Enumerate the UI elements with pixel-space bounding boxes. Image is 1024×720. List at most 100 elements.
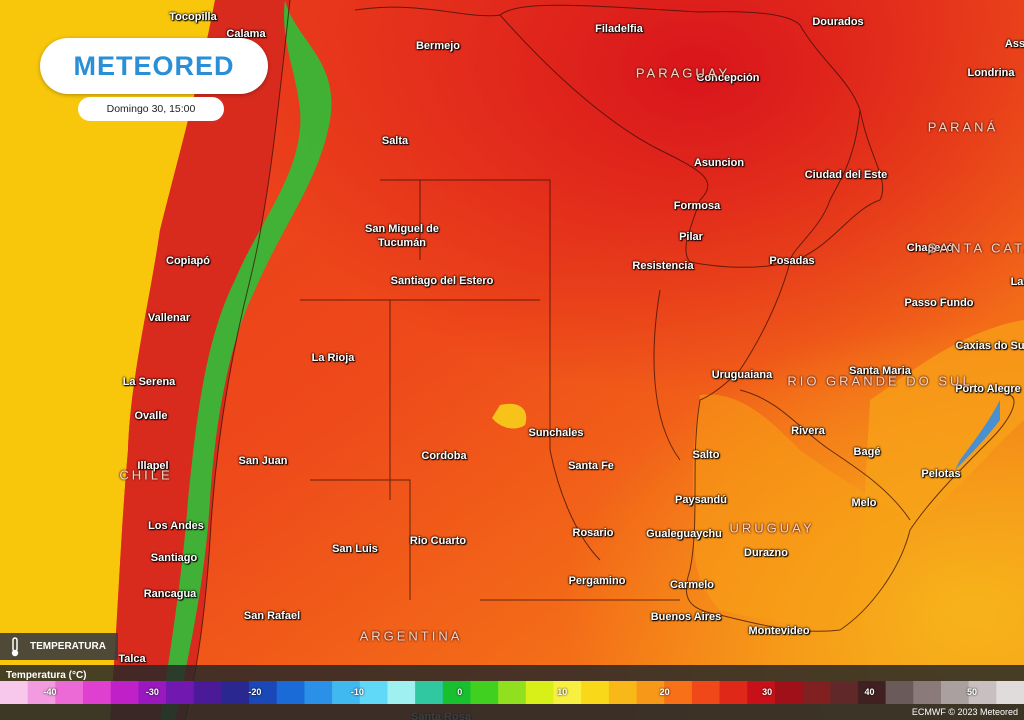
city-label: Santa Fe [568, 460, 614, 472]
scale-tick-label: -30 [145, 687, 159, 697]
city-label: Formosa [673, 200, 721, 212]
city-label: Tocopilla [169, 11, 217, 23]
city-label: San Juan [238, 455, 288, 467]
city-label: Pilar [679, 231, 703, 243]
city-label: La Serena [122, 376, 176, 388]
color-swatch [802, 681, 831, 704]
city-label: Concepción [696, 72, 760, 84]
scale-tick-label: 50 [966, 687, 978, 697]
color-swatch [387, 681, 416, 704]
scale-tick-label: 40 [864, 687, 875, 697]
color-swatch [830, 681, 859, 704]
color-swatch [166, 681, 195, 704]
city-label: Durazno [744, 547, 788, 559]
color-swatch [913, 681, 942, 704]
color-swatch [664, 681, 693, 704]
city-label: Pergamino [568, 575, 626, 587]
color-swatch [636, 681, 665, 704]
color-swatch [470, 681, 499, 704]
thermometer-icon [11, 637, 19, 657]
city-label: Passo Fundo [904, 297, 974, 309]
color-swatch [304, 681, 333, 704]
city-label: Santiago [150, 552, 198, 564]
city-label: Montevideo [748, 625, 810, 637]
city-label: Ass [1004, 38, 1024, 50]
color-scale: -40 -30 -20 -10 0 10 20 30 40 50 [0, 681, 1024, 704]
city-label: Pelotas [921, 468, 961, 480]
forecast-date: Domingo 30, 15:00 [78, 97, 224, 121]
city-label: Buenos Aires [650, 611, 722, 623]
color-swatch [83, 681, 112, 704]
color-swatch [55, 681, 84, 704]
city-label: Bermejo [415, 40, 461, 52]
city-label: Rancagua [143, 588, 197, 600]
color-swatch [581, 681, 610, 704]
city-label: Rivera [791, 425, 825, 437]
color-swatch [608, 681, 638, 704]
color-swatch [359, 681, 388, 704]
city-label: Resistencia [632, 260, 694, 272]
city-label: Porto Alegre [955, 383, 1021, 395]
logo[interactable]: METEORED [40, 38, 268, 94]
city-label: Caxias do Su [955, 340, 1024, 352]
city-label: San Luis [332, 543, 378, 555]
layer-button[interactable]: TEMPERATURA [0, 633, 118, 660]
color-swatch [110, 681, 139, 704]
city-label: San Miguel de Tucumán [365, 223, 439, 249]
city-label: Santiago del Estero [390, 275, 494, 287]
color-swatch [553, 681, 582, 704]
city-label: Vallenar [147, 312, 191, 324]
city-label: San Rafael [243, 610, 301, 622]
color-swatch [221, 681, 250, 704]
color-swatch [774, 681, 804, 704]
layer-title: TEMPERATURA [30, 641, 106, 652]
region-label: RIO GRANDE DO SUL [787, 373, 973, 389]
city-label: Posadas [769, 255, 815, 267]
city-label: Salta [381, 135, 409, 147]
city-label: Londrina [967, 67, 1015, 79]
footer: ECMWF © 2023 Meteored [0, 704, 1024, 720]
region-label: PARAGUAY [635, 65, 731, 81]
city-label: La Rioja [311, 352, 355, 364]
color-swatch [747, 681, 776, 704]
region-label: URUGUAY [729, 520, 815, 536]
city-label: Rosario [572, 527, 614, 539]
city-label: Copiapó [166, 255, 210, 267]
scale-tick-label: 0 [457, 687, 463, 697]
city-label: Paysandú [675, 494, 727, 506]
city-label: Ciudad del Este [804, 169, 888, 181]
city-label: Salto [692, 449, 720, 461]
city-label: La [1010, 276, 1024, 288]
color-swatch [332, 681, 361, 704]
city-label: Rio Cuarto [409, 535, 467, 547]
color-swatch [27, 681, 56, 704]
region-label: SANTA CATAR [927, 240, 1024, 256]
color-swatch [249, 681, 278, 704]
city-label: Santa Maria [849, 365, 911, 377]
color-swatch [940, 681, 970, 704]
city-label: Talca [118, 653, 146, 665]
scale-tick-label: 10 [557, 687, 568, 697]
color-swatch [996, 681, 1024, 704]
city-label: Melo [851, 497, 877, 509]
color-swatch [691, 681, 721, 704]
city-label: Sunchales [528, 427, 584, 439]
city-label: Ovalle [134, 410, 168, 422]
legend-header: Temperatura (°C) [0, 665, 1024, 681]
color-swatch [276, 681, 305, 704]
color-swatch [138, 681, 167, 704]
city-label: Chapecó [906, 242, 954, 254]
color-swatch [719, 681, 748, 704]
city-label: Gualeguaychu [646, 528, 722, 540]
scale-tick-label: -10 [350, 687, 364, 697]
legend-title: Temperatura (°C) [6, 670, 87, 681]
credit: ECMWF © 2023 Meteored [911, 707, 1018, 717]
city-label: Calama [226, 28, 266, 40]
city-label: Illapel [137, 460, 169, 472]
color-swatch [498, 681, 527, 704]
color-swatch [968, 681, 997, 704]
region-label: PARANÁ [927, 119, 999, 135]
city-label: Asuncion [693, 157, 745, 169]
